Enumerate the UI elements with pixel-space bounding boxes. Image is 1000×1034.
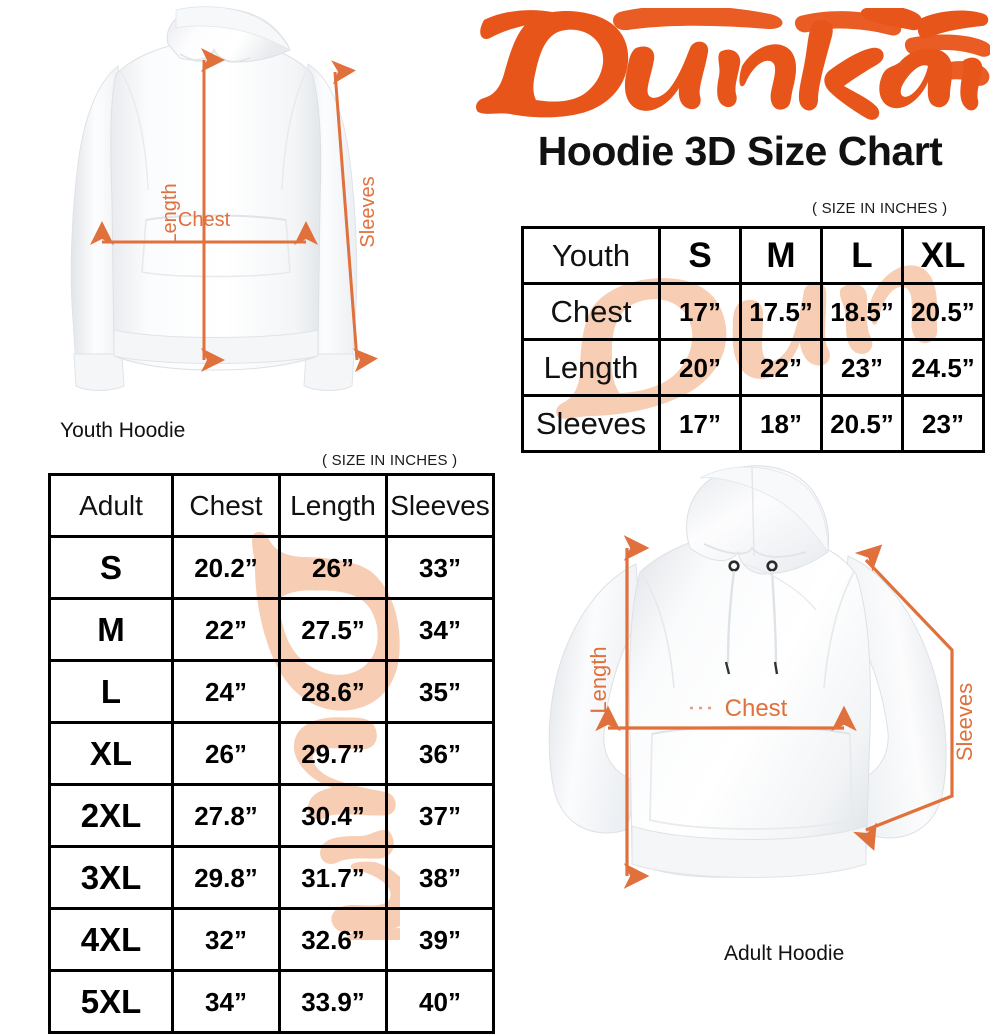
youth-chest-s: 17” [658, 282, 742, 341]
youth-length-s: 20” [658, 338, 742, 397]
brand-logo [476, 8, 990, 120]
youth-col-header-l: L [820, 226, 904, 285]
youth-chest-l: 18.5” [820, 282, 904, 341]
adult-row-label-2xl: 2XL [48, 783, 174, 848]
adult-table-corner-header: Adult [48, 473, 174, 538]
adult-5xl-chest: 34” [171, 969, 281, 1034]
adult-2xl-sleeves: 37” [385, 783, 495, 848]
adult-size-unit-note: ( SIZE IN INCHES ) [322, 452, 458, 469]
adult-row-label-m: M [48, 597, 174, 662]
adult-row-label-xl: XL [48, 721, 174, 786]
adult-size-table: Adult Chest Length Sleeves S 20.2” 26” 3… [48, 473, 495, 1034]
youth-length-xl: 24.5” [901, 338, 985, 397]
youth-sleeves-label: Sleeves [357, 176, 379, 247]
adult-4xl-sleeves: 39” [385, 907, 495, 972]
adult-l-sleeves: 35” [385, 659, 495, 724]
adult-5xl-length: 33.9” [278, 969, 388, 1034]
size-chart-canvas: Hoodie 3D Size Chart [48, 6, 990, 1034]
youth-size-table: Youth S M L XL Chest 17” 17.5” 18.5” 20.… [521, 226, 985, 453]
adult-chest-label: Chest [725, 695, 788, 722]
table-row: S 20.2” 26” 33” [48, 535, 495, 600]
youth-col-header-xl: XL [901, 226, 985, 285]
table-row: M 22” 27.5” 34” [48, 597, 495, 662]
adult-sleeves-label: Sleeves [952, 683, 977, 761]
adult-row-label-4xl: 4XL [48, 907, 174, 972]
youth-sleeves-m: 18” [739, 394, 823, 453]
adult-row-label-3xl: 3XL [48, 845, 174, 910]
adult-col-header-sleeves: Sleeves [385, 473, 495, 538]
adult-s-chest: 20.2” [171, 535, 281, 600]
youth-table-corner-header: Youth [521, 226, 661, 285]
page-title: Hoodie 3D Size Chart [537, 128, 943, 174]
adult-3xl-length: 31.7” [278, 845, 388, 910]
adult-length-label: Length [586, 646, 611, 713]
table-row: 3XL 29.8” 31.7” 38” [48, 845, 495, 910]
adult-s-sleeves: 33” [385, 535, 495, 600]
youth-hoodie-illustration: Length Chest Sleeves [70, 6, 379, 391]
adult-m-sleeves: 34” [385, 597, 495, 662]
table-row: 4XL 32” 32.6” 39” [48, 907, 495, 972]
table-row: Sleeves 17” 18” 20.5” 23” [521, 394, 985, 453]
adult-col-header-length: Length [278, 473, 388, 538]
adult-5xl-sleeves: 40” [385, 969, 495, 1034]
table-row: Length 20” 22” 23” 24.5” [521, 338, 985, 397]
adult-sleeves-arrow [852, 544, 954, 851]
table-row: XL 26” 29.7” 36” [48, 721, 495, 786]
youth-length-l: 23” [820, 338, 904, 397]
adult-hoodie-caption: Adult Hoodie [724, 942, 845, 965]
youth-sleeves-xl: 23” [901, 394, 985, 453]
adult-row-label-s: S [48, 535, 174, 600]
youth-row-label-chest: Chest [521, 282, 661, 341]
adult-2xl-chest: 27.8” [171, 783, 281, 848]
table-row-header: Adult Chest Length Sleeves [48, 473, 495, 538]
youth-sleeves-l: 20.5” [820, 394, 904, 453]
adult-col-header-chest: Chest [171, 473, 281, 538]
youth-col-header-s: S [658, 226, 742, 285]
adult-4xl-chest: 32” [171, 907, 281, 972]
youth-chest-xl: 20.5” [901, 282, 985, 341]
table-row: L 24” 28.6” 35” [48, 659, 495, 724]
adult-row-label-l: L [48, 659, 174, 724]
adult-4xl-length: 32.6” [278, 907, 388, 972]
adult-chest-arrow [595, 705, 857, 732]
youth-col-header-m: M [739, 226, 823, 285]
table-row-header: Youth S M L XL [521, 226, 985, 285]
adult-m-chest: 22” [171, 597, 281, 662]
adult-xl-sleeves: 36” [385, 721, 495, 786]
adult-l-chest: 24” [171, 659, 281, 724]
adult-2xl-length: 30.4” [278, 783, 388, 848]
adult-3xl-chest: 29.8” [171, 845, 281, 910]
adult-xl-length: 29.7” [278, 721, 388, 786]
adult-hoodie-illustration: Length Chest Sleeves [548, 465, 977, 889]
adult-row-label-5xl: 5XL [48, 969, 174, 1034]
youth-sleeves-arrow [331, 60, 378, 373]
table-row: Chest 17” 17.5” 18.5” 20.5” [521, 282, 985, 341]
youth-sleeves-s: 17” [658, 394, 742, 453]
youth-row-label-length: Length [521, 338, 661, 397]
adult-xl-chest: 26” [171, 721, 281, 786]
youth-length-m: 22” [739, 338, 823, 397]
youth-row-label-sleeves: Sleeves [521, 394, 661, 453]
table-row: 5XL 34” 33.9” 40” [48, 969, 495, 1034]
adult-s-length: 26” [278, 535, 388, 600]
youth-chest-label: Chest [178, 209, 231, 231]
table-row: 2XL 27.8” 30.4” 37” [48, 783, 495, 848]
adult-3xl-sleeves: 38” [385, 845, 495, 910]
adult-l-length: 28.6” [278, 659, 388, 724]
youth-chest-m: 17.5” [739, 282, 823, 341]
youth-size-unit-note: ( SIZE IN INCHES ) [812, 200, 948, 217]
youth-hoodie-caption: Youth Hoodie [60, 419, 186, 442]
adult-m-length: 27.5” [278, 597, 388, 662]
